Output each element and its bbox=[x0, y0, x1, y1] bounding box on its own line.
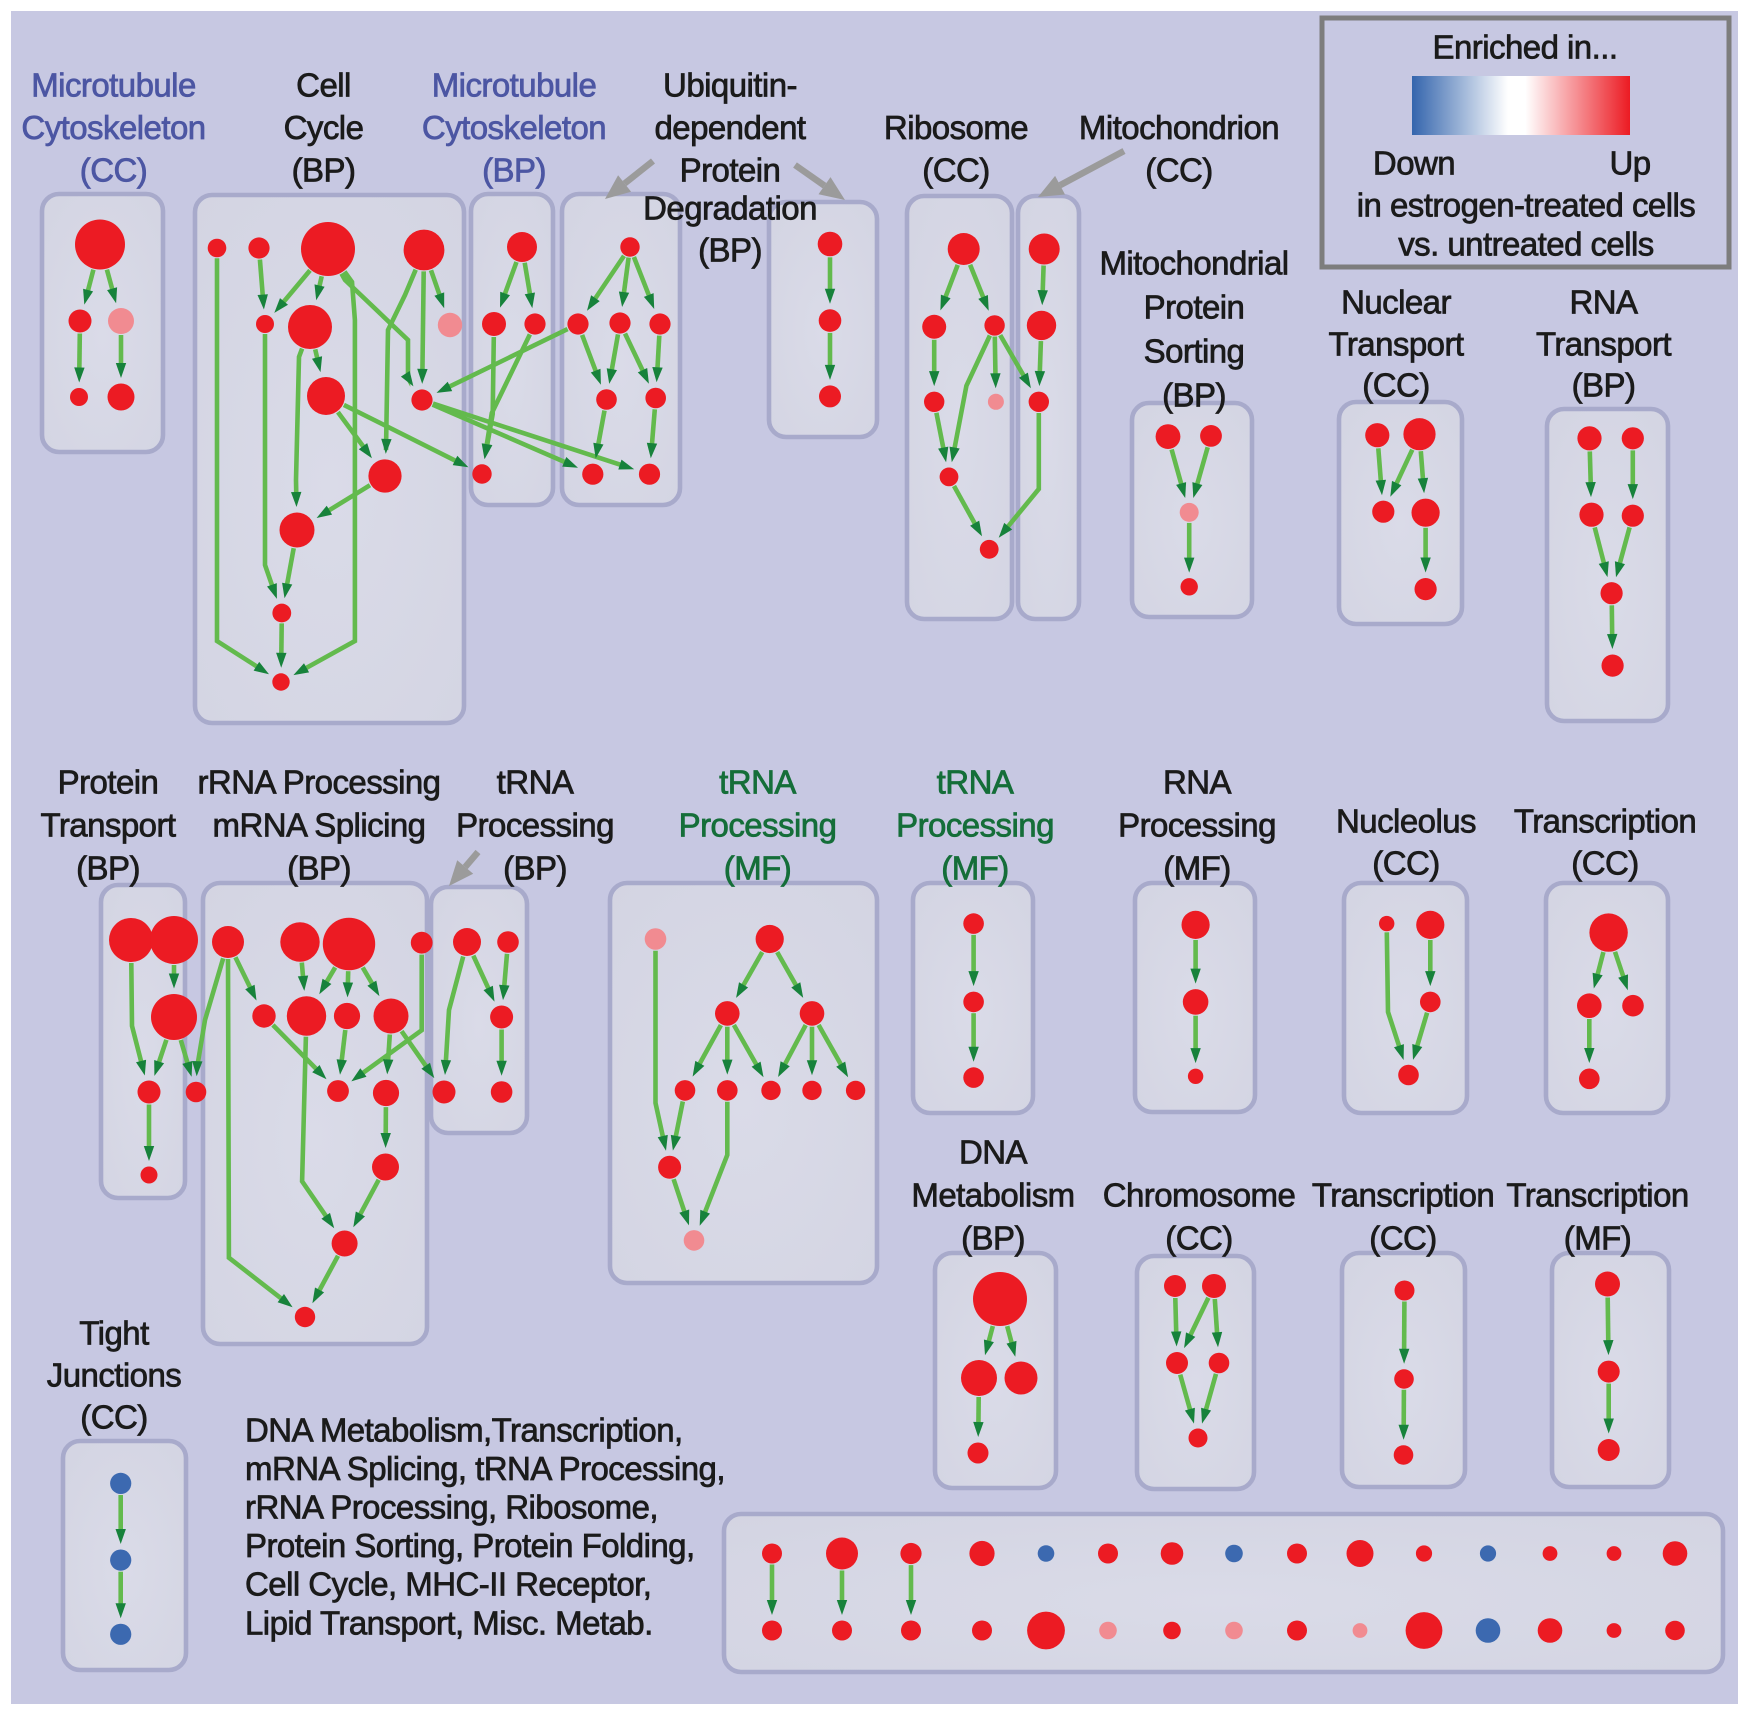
svg-text:mRNA Splicing: mRNA Splicing bbox=[213, 807, 426, 844]
svg-text:Nuclear: Nuclear bbox=[1341, 284, 1451, 321]
svg-text:(MF): (MF) bbox=[1564, 1220, 1631, 1257]
svg-text:Ribosome: Ribosome bbox=[884, 109, 1028, 146]
svg-text:Microtubule: Microtubule bbox=[31, 67, 196, 104]
svg-text:Up: Up bbox=[1609, 145, 1650, 182]
svg-text:Processing: Processing bbox=[896, 807, 1054, 844]
svg-text:(MF): (MF) bbox=[1163, 850, 1230, 887]
svg-text:Cytoskeleton: Cytoskeleton bbox=[21, 109, 205, 146]
svg-text:Sorting: Sorting bbox=[1144, 333, 1245, 370]
svg-text:(BP): (BP) bbox=[1162, 377, 1226, 414]
svg-text:(BP): (BP) bbox=[503, 850, 567, 887]
svg-text:Cell: Cell bbox=[296, 67, 351, 104]
svg-text:dependent: dependent bbox=[654, 109, 805, 146]
svg-text:Processing: Processing bbox=[456, 807, 614, 844]
svg-text:(BP): (BP) bbox=[482, 152, 546, 189]
svg-text:Cell Cycle, MHC-II Receptor,: Cell Cycle, MHC-II Receptor, bbox=[245, 1566, 651, 1603]
svg-text:Protein: Protein bbox=[58, 764, 159, 801]
svg-text:(CC): (CC) bbox=[1145, 152, 1212, 189]
svg-text:(CC): (CC) bbox=[1372, 845, 1439, 882]
svg-text:rRNA Processing, Ribosome,: rRNA Processing, Ribosome, bbox=[245, 1489, 658, 1526]
svg-text:Transport: Transport bbox=[1536, 326, 1671, 363]
svg-text:tRNA: tRNA bbox=[719, 764, 796, 801]
svg-text:Transport: Transport bbox=[40, 807, 175, 844]
svg-text:Lipid Transport, Misc. Metab.: Lipid Transport, Misc. Metab. bbox=[245, 1604, 653, 1641]
svg-text:(MF): (MF) bbox=[941, 850, 1008, 887]
svg-text:Processing: Processing bbox=[679, 807, 837, 844]
svg-text:(BP): (BP) bbox=[287, 850, 351, 887]
svg-text:tRNA: tRNA bbox=[937, 764, 1014, 801]
svg-text:(CC): (CC) bbox=[1571, 845, 1638, 882]
svg-text:Protein: Protein bbox=[1144, 289, 1245, 326]
svg-text:DNA: DNA bbox=[959, 1134, 1028, 1171]
svg-text:Transcription: Transcription bbox=[1312, 1177, 1494, 1214]
svg-text:Metabolism: Metabolism bbox=[911, 1177, 1074, 1214]
svg-text:(CC): (CC) bbox=[922, 152, 989, 189]
svg-text:(BP): (BP) bbox=[292, 152, 356, 189]
svg-text:Processing: Processing bbox=[1118, 807, 1276, 844]
svg-text:Cytoskeleton: Cytoskeleton bbox=[422, 109, 606, 146]
svg-text:(CC): (CC) bbox=[80, 1399, 147, 1436]
svg-text:Mitochondrial: Mitochondrial bbox=[1099, 245, 1288, 282]
svg-text:rRNA Processing: rRNA Processing bbox=[197, 764, 440, 801]
svg-text:mRNA Splicing, tRNA Processing: mRNA Splicing, tRNA Processing, bbox=[245, 1450, 725, 1487]
svg-text:Ubiquitin-: Ubiquitin- bbox=[663, 67, 797, 104]
svg-text:Mitochondrion: Mitochondrion bbox=[1079, 109, 1279, 146]
svg-text:RNA: RNA bbox=[1569, 284, 1638, 321]
svg-text:(BP): (BP) bbox=[698, 232, 762, 269]
svg-text:Tight: Tight bbox=[79, 1315, 149, 1352]
svg-text:Microtubule: Microtubule bbox=[432, 67, 597, 104]
svg-text:Junctions: Junctions bbox=[47, 1357, 182, 1394]
svg-text:(MF): (MF) bbox=[724, 850, 791, 887]
svg-text:Cycle: Cycle bbox=[284, 109, 364, 146]
svg-text:vs. untreated cells: vs. untreated cells bbox=[1398, 226, 1654, 263]
svg-text:(CC): (CC) bbox=[1369, 1220, 1436, 1257]
svg-text:Transcription: Transcription bbox=[1514, 803, 1696, 840]
svg-text:Down: Down bbox=[1373, 145, 1455, 182]
svg-text:(CC): (CC) bbox=[1165, 1220, 1232, 1257]
svg-text:in estrogen-treated cells: in estrogen-treated cells bbox=[1357, 187, 1695, 224]
svg-text:RNA: RNA bbox=[1163, 764, 1232, 801]
svg-text:Chromosome: Chromosome bbox=[1103, 1177, 1296, 1214]
svg-text:Protein: Protein bbox=[680, 152, 781, 189]
svg-text:tRNA: tRNA bbox=[497, 764, 574, 801]
svg-text:DNA Metabolism,Transcription,: DNA Metabolism,Transcription, bbox=[245, 1411, 683, 1448]
svg-text:Protein Sorting, Protein Foldi: Protein Sorting, Protein Folding, bbox=[245, 1527, 695, 1564]
svg-text:(CC): (CC) bbox=[1362, 367, 1429, 404]
svg-text:Transport: Transport bbox=[1328, 326, 1463, 363]
svg-text:(BP): (BP) bbox=[961, 1220, 1025, 1257]
svg-text:Nucleolus: Nucleolus bbox=[1336, 803, 1476, 840]
svg-text:(BP): (BP) bbox=[76, 850, 140, 887]
svg-text:Transcription: Transcription bbox=[1506, 1177, 1688, 1214]
svg-text:Degradation: Degradation bbox=[643, 190, 817, 227]
svg-text:(BP): (BP) bbox=[1572, 367, 1636, 404]
svg-text:Enriched in...: Enriched in... bbox=[1433, 29, 1618, 66]
svg-text:(CC): (CC) bbox=[80, 152, 147, 189]
